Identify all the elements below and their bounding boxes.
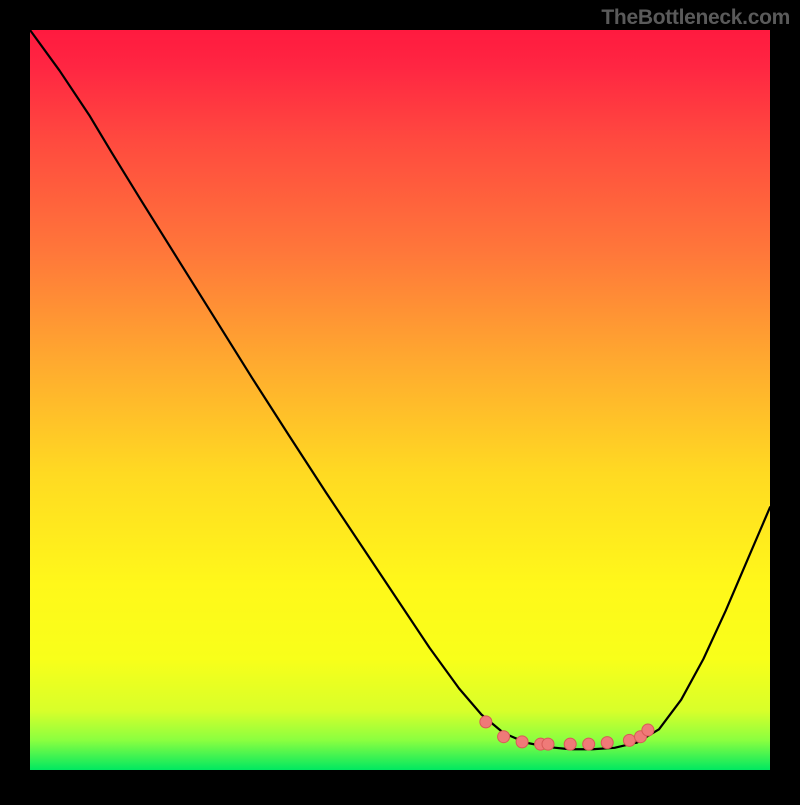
chart-svg bbox=[0, 0, 800, 800]
watermark-text: TheBottleneck.com bbox=[601, 6, 790, 30]
chart-container: TheBottleneck.com bbox=[0, 0, 800, 800]
